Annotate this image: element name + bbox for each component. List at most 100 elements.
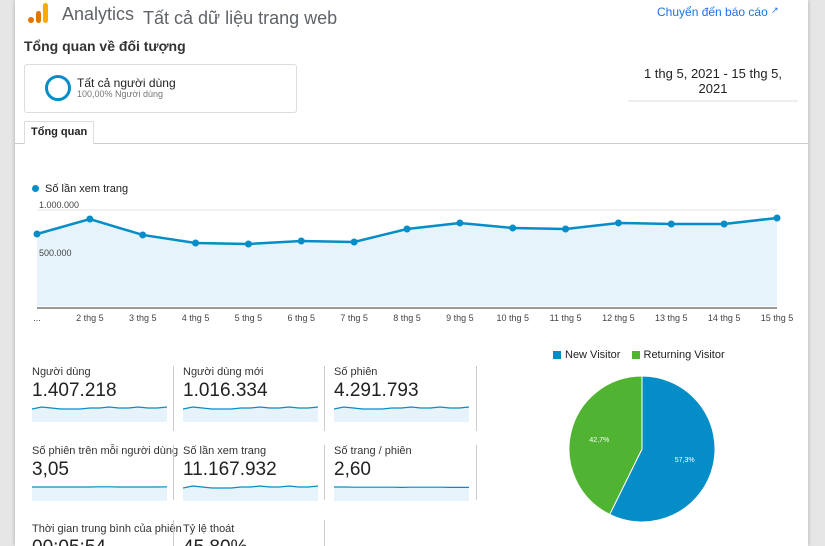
metric-label: Số trang / phiên	[334, 445, 412, 457]
data-point[interactable]	[562, 225, 570, 233]
goto-report-link[interactable]: Chuyển đến báo cáo ↗	[657, 5, 779, 19]
metric-value: 11.167.932	[183, 459, 277, 480]
legend-returning-visitor: Returning Visitor	[643, 349, 725, 361]
property-name: Tất cả dữ liệu trang web	[143, 8, 338, 28]
data-point[interactable]	[244, 240, 252, 248]
metric-card[interactable]: Số phiên 4.291.793	[334, 366, 474, 422]
metric-value: 4.291.793	[334, 380, 419, 401]
metric-divider	[476, 366, 477, 431]
pie-legend: New Visitor Returning Visitor	[553, 349, 725, 361]
metric-divider	[324, 445, 325, 500]
page-title: Tổng quan về đối tượng	[24, 38, 186, 54]
metric-label: Người dùng mới	[183, 366, 264, 378]
pie-slice[interactable]	[609, 375, 716, 523]
line-chart-legend: Số lần xem trang	[32, 183, 128, 195]
x-tick-label: 12 thg 5	[602, 313, 635, 323]
metric-card[interactable]: Số phiên trên mỗi người dùng 3,05	[32, 445, 179, 501]
x-tick-label: 7 thg 5	[340, 313, 368, 323]
metric-value: 1.407.218	[32, 380, 117, 401]
sparkline	[32, 486, 168, 501]
segment-subtitle: 100,00% Người dùng	[77, 89, 163, 99]
metric-divider	[324, 520, 325, 546]
metric-card[interactable]: Số trang / phiên 2,60	[334, 445, 474, 501]
data-point[interactable]	[192, 239, 200, 247]
x-tick-label: 10 thg 5	[496, 313, 529, 323]
metric-value: 3,05	[32, 459, 69, 480]
metric-divider	[173, 366, 174, 431]
data-point[interactable]	[403, 225, 411, 233]
pie-slice-label: 42,7%	[589, 437, 609, 444]
data-point[interactable]	[667, 220, 675, 228]
metric-card[interactable]: Số lần xem trang 11.167.932	[183, 445, 323, 501]
date-range[interactable]: 1 thg 5, 2021 - 15 thg 5, 2021	[628, 66, 798, 102]
metric-value: 2,60	[334, 459, 371, 480]
new-visitor-swatch-icon	[553, 351, 561, 359]
pie-slice-label: 57,3%	[675, 457, 695, 464]
pageviews-line-chart: 1.000.000 500.000... 2 thg 5 3 thg 5 4 thg 5…	[33, 200, 794, 323]
tab-overview[interactable]: Tổng quan	[24, 121, 95, 144]
metric-divider	[476, 445, 477, 500]
metric-label: Số phiên	[334, 366, 378, 378]
sparkline	[334, 406, 470, 422]
metric-label: Số phiên trên mỗi người dùng	[32, 445, 179, 457]
metric-divider	[324, 366, 325, 431]
pie-slice[interactable]	[568, 375, 643, 516]
tab-divider	[15, 143, 808, 144]
segment-card[interactable]: Tất cả người dùng 100,00% Người dùng	[24, 64, 297, 113]
data-point[interactable]	[509, 224, 517, 232]
data-point[interactable]	[720, 220, 728, 228]
x-tick-label: 3 thg 5	[129, 313, 157, 323]
data-point[interactable]	[33, 230, 41, 238]
y-tick-label: 500.000	[39, 248, 72, 258]
metric-label: Thời gian trung bình của phiên	[32, 523, 182, 535]
metric-card[interactable]: Tỷ lệ thoát 45,80%	[183, 523, 323, 546]
sparkline	[334, 486, 469, 501]
x-tick-label: 6 thg 5	[288, 313, 316, 323]
metric-value: 1.016.334	[183, 380, 268, 401]
metric-label: Tỷ lệ thoát	[183, 523, 235, 535]
data-point[interactable]	[86, 215, 94, 223]
sparkline	[183, 406, 319, 422]
external-link-icon: ↗	[771, 5, 779, 15]
metric-value: 45,80%	[183, 537, 323, 546]
x-tick-label: 4 thg 5	[182, 313, 210, 323]
metric-card[interactable]: Người dùng mới 1.016.334	[183, 366, 323, 422]
x-tick-label: 8 thg 5	[393, 313, 421, 323]
segment-ring-icon	[45, 75, 71, 101]
data-point[interactable]	[456, 219, 464, 227]
metric-card[interactable]: Thời gian trung bình của phiên 00:05:54	[32, 523, 182, 546]
data-point[interactable]	[773, 214, 781, 222]
metric-card[interactable]: Người dùng 1.407.218	[32, 366, 172, 422]
returning-visitor-swatch-icon	[631, 351, 640, 359]
analytics-panel: Analytics Tất cả dữ liệu trang web Chuyể…	[15, 0, 808, 546]
sparkline	[183, 485, 319, 501]
x-tick-label: ...	[33, 313, 41, 323]
x-tick-label: 14 thg 5	[708, 313, 741, 323]
sparkline	[32, 406, 168, 422]
data-point[interactable]	[139, 231, 147, 239]
x-tick-label: 15 thg 5	[761, 313, 794, 323]
data-point[interactable]	[350, 238, 358, 246]
x-tick-label: 11 thg 5	[550, 313, 582, 323]
x-tick-label: 5 thg 5	[235, 313, 263, 323]
y-tick-label: 1.000.000	[39, 200, 79, 210]
metric-value: 00:05:54	[32, 537, 172, 546]
metric-divider	[173, 445, 174, 500]
metric-label: Số lần xem trang	[183, 445, 267, 457]
brand-name: Analytics	[62, 4, 135, 24]
goto-report-label: Chuyển đến báo cáo	[657, 5, 768, 19]
metric-label: Người dùng	[32, 366, 91, 378]
legend-label: Số lần xem trang	[45, 183, 129, 195]
segment-name: Tất cả người dùng	[77, 76, 176, 90]
data-point[interactable]	[297, 237, 305, 245]
x-tick-label: 2 thg 5	[76, 313, 104, 323]
x-tick-label: 9 thg 5	[446, 313, 474, 323]
analytics-logo-icon	[28, 3, 48, 23]
legend-new-visitor: New Visitor	[565, 349, 621, 361]
visitor-pie-chart: 57,3% 42,7%	[568, 375, 716, 523]
legend-dot-icon	[32, 185, 39, 192]
area-fill	[37, 217, 777, 306]
data-point[interactable]	[614, 219, 622, 227]
metric-divider	[173, 520, 174, 546]
x-tick-label: 13 thg 5	[655, 313, 688, 323]
